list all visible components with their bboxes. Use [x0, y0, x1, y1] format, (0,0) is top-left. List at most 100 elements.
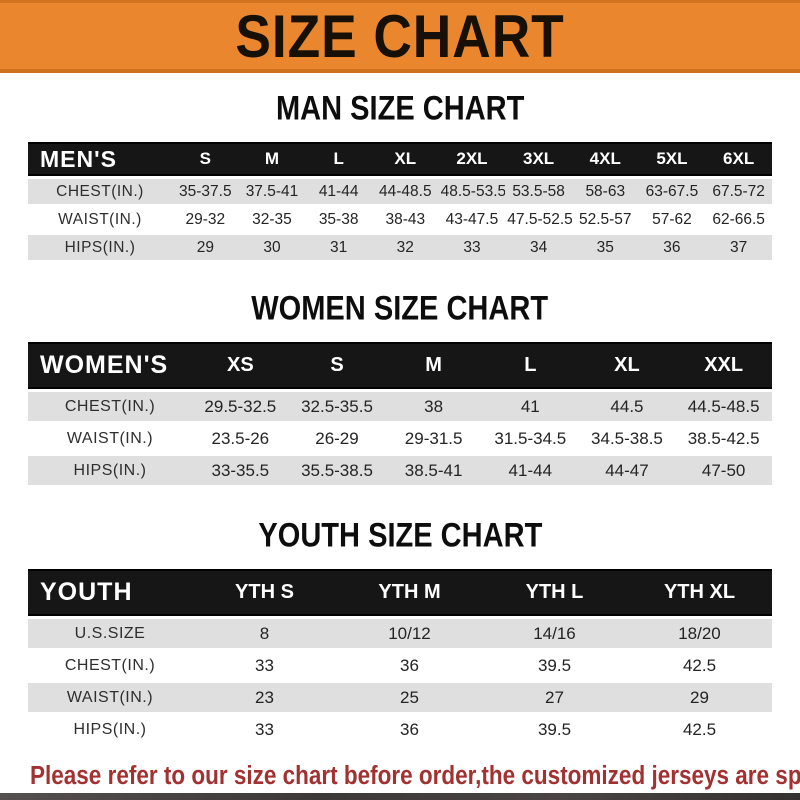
section-heading-women: WOMEN SIZE CHART: [0, 288, 800, 327]
size-value-cell: 41-44: [305, 179, 372, 204]
size-value-cell: 57-62: [638, 207, 706, 232]
size-value-cell: 38.5-42.5: [675, 424, 772, 453]
size-value-cell: 34.5-38.5: [578, 424, 676, 453]
size-value-cell: 31.5-34.5: [481, 424, 579, 453]
column-header: XS: [192, 342, 289, 389]
size-value-cell: 48.5-53.5: [438, 179, 506, 204]
column-header: L: [305, 142, 372, 176]
section-heading-text: MAN SIZE CHART: [275, 88, 525, 127]
table-header-row: WOMEN'S XS S M L XL XXL: [28, 342, 772, 389]
size-value-cell: 38-43: [371, 207, 439, 232]
table-header-row: MEN'S S M L XL 2XL 3XL 4XL 5XL 6XL: [28, 142, 772, 176]
size-value-cell: 42.5: [627, 651, 772, 680]
size-value-cell: 58-63: [571, 179, 639, 204]
size-value-cell: 44.5-48.5: [675, 392, 772, 421]
size-value-cell: 29.5-32.5: [192, 392, 289, 421]
man-size-table: MEN'S S M L XL 2XL 3XL 4XL 5XL 6XL CHEST(IN.) 35-37…: [28, 139, 772, 263]
section-heading-text: WOMEN SIZE CHART: [251, 288, 549, 327]
size-value-cell: 36: [337, 651, 482, 680]
man-header-label: MEN'S: [28, 142, 172, 176]
size-value-cell: 44.5: [578, 392, 676, 421]
size-value-cell: 32: [371, 235, 439, 260]
row-label: HIPS(IN.): [28, 715, 192, 744]
table-row: HIPS(IN.) 33 36 39.5 42.5: [28, 715, 772, 744]
size-value-cell: 23.5-26: [192, 424, 289, 453]
section-heading-text: YOUTH SIZE CHART: [258, 515, 542, 554]
size-value-cell: 39.5: [482, 651, 627, 680]
column-header: 5XL: [638, 142, 706, 176]
column-header: 4XL: [571, 142, 639, 176]
size-value-cell: 14/16: [482, 619, 627, 648]
size-value-cell: 43-47.5: [438, 207, 506, 232]
table-row: WAIST(IN.) 23.5-26 26-29 29-31.5 31.5-34.5 34…: [28, 424, 772, 453]
size-value-cell: 25: [337, 683, 482, 712]
size-value-cell: 27: [482, 683, 627, 712]
column-header: 2XL: [438, 142, 506, 176]
table-row: WAIST(IN.) 23 25 27 29: [28, 683, 772, 712]
size-value-cell: 52.5-57: [571, 207, 639, 232]
column-header: M: [385, 342, 482, 389]
row-label: CHEST(IN.): [28, 651, 192, 680]
column-header: 6XL: [705, 142, 772, 176]
youth-header-label: YOUTH: [28, 569, 192, 616]
size-value-cell: 29: [172, 235, 239, 260]
size-value-cell: 63-67.5: [638, 179, 706, 204]
women-size-table: WOMEN'S XS S M L XL XXL CHEST(IN.) 29.5-32.5 32.5…: [28, 339, 772, 488]
size-value-cell: 34: [505, 235, 572, 260]
size-value-cell: 35: [571, 235, 639, 260]
size-value-cell: 33: [192, 651, 337, 680]
column-header: 3XL: [505, 142, 572, 176]
banner: SIZE CHART: [0, 0, 800, 73]
size-value-cell: 32-35: [238, 207, 306, 232]
size-value-cell: 33-35.5: [192, 456, 289, 485]
row-label: WAIST(IN.): [28, 424, 192, 453]
section-women: WOMEN SIZE CHART WOMEN'S XS S M L XL XXL CHEST(I…: [0, 288, 800, 488]
size-value-cell: 35.5-38.5: [288, 456, 386, 485]
size-value-cell: 26-29: [288, 424, 386, 453]
banner-title: SIZE CHART: [235, 2, 565, 70]
table-row: CHEST(IN.) 29.5-32.5 32.5-35.5 38 41 44.5 44.5…: [28, 392, 772, 421]
size-value-cell: 37.5-41: [238, 179, 306, 204]
size-value-cell: 23: [192, 683, 337, 712]
size-value-cell: 33: [192, 715, 337, 744]
column-header: XXL: [675, 342, 772, 389]
table-header-row: YOUTH YTH S YTH M YTH L YTH XL: [28, 569, 772, 616]
column-header: YTH XL: [627, 569, 772, 616]
row-label: U.S.SIZE: [28, 619, 192, 648]
size-value-cell: 53.5-58: [505, 179, 572, 204]
section-heading-youth: YOUTH SIZE CHART: [0, 515, 800, 554]
size-value-cell: 30: [238, 235, 306, 260]
section-man: MAN SIZE CHART MEN'S S M L XL 2XL 3XL 4XL 5XL 6XL C…: [0, 88, 800, 263]
size-value-cell: 42.5: [627, 715, 772, 744]
column-header: XL: [578, 342, 676, 389]
size-value-cell: 37: [705, 235, 772, 260]
row-label: HIPS(IN.): [28, 456, 192, 485]
size-value-cell: 62-66.5: [705, 207, 772, 232]
size-value-cell: 36: [337, 715, 482, 744]
section-youth: YOUTH SIZE CHART YOUTH YTH S YTH M YTH L YTH …: [0, 515, 800, 747]
table-row: U.S.SIZE 8 10/12 14/16 18/20: [28, 619, 772, 648]
column-header: S: [172, 142, 239, 176]
row-label: WAIST(IN.): [28, 207, 172, 232]
bottom-strip: [0, 793, 800, 800]
size-value-cell: 44-48.5: [371, 179, 439, 204]
table-row: WAIST(IN.) 29-32 32-35 35-38 38-43 43-47.5 47.…: [28, 207, 772, 232]
column-header: YTH L: [482, 569, 627, 616]
size-value-cell: 41-44: [481, 456, 579, 485]
size-value-cell: 41: [481, 392, 579, 421]
size-value-cell: 35-38: [305, 207, 372, 232]
size-value-cell: 33: [438, 235, 506, 260]
size-value-cell: 67.5-72: [705, 179, 772, 204]
size-value-cell: 39.5: [482, 715, 627, 744]
size-value-cell: 44-47: [578, 456, 676, 485]
footer-note-line-1: Please refer to our size chart before or…: [30, 761, 800, 791]
section-heading-man: MAN SIZE CHART: [0, 88, 800, 127]
table-row: HIPS(IN.) 29 30 31 32 33 34 35 36 37: [28, 235, 772, 260]
table-row: HIPS(IN.) 33-35.5 35.5-38.5 38.5-41 41-44 44-…: [28, 456, 772, 485]
column-header: S: [288, 342, 386, 389]
table-row: CHEST(IN.) 33 36 39.5 42.5: [28, 651, 772, 680]
size-value-cell: 47.5-52.5: [505, 207, 572, 232]
size-value-cell: 36: [638, 235, 706, 260]
size-value-cell: 38.5-41: [385, 456, 482, 485]
